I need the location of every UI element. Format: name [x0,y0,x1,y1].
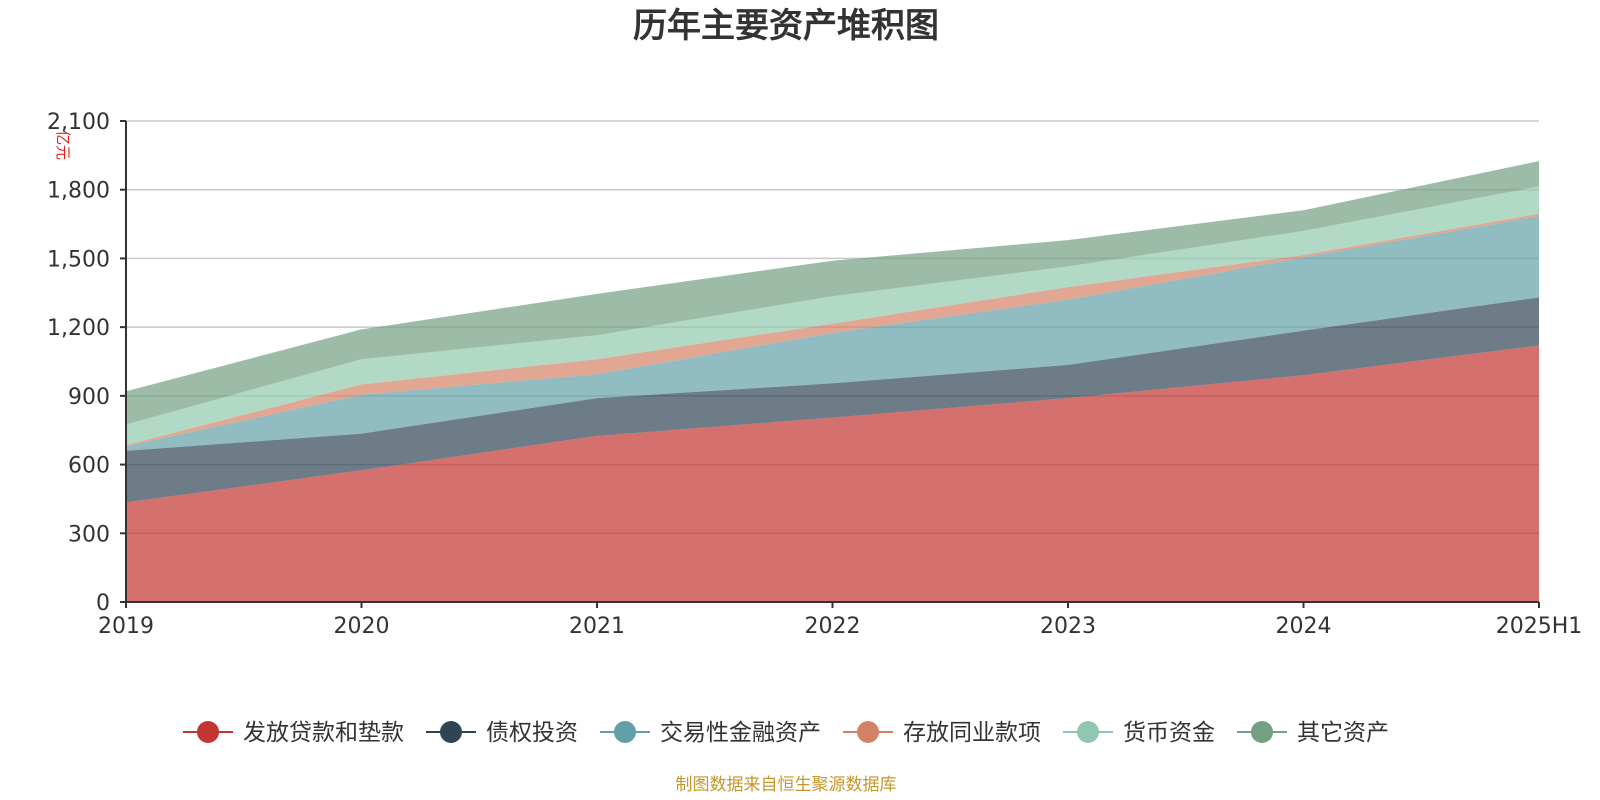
y-tick-label-1: 300 [68,522,110,547]
legend-item-5: 其它资产 [1237,720,1389,746]
area-series-2 [126,216,1539,451]
area-series-group [126,161,1539,602]
legend-item-2: 交易性金融资产 [600,720,821,746]
y-tick-label-2: 600 [68,454,110,479]
legend-marker-dot-5 [1251,721,1273,743]
area-series-5 [126,161,1539,425]
legend-item-4: 货币资金 [1063,720,1215,746]
y-axis-unit-label: 亿元 [54,130,72,160]
legend-marker-dot-0 [197,721,219,743]
source-note: 制图数据来自恒生聚源数据库 [676,775,897,795]
y-tick-label-0: 0 [96,591,110,616]
area-series-3 [126,213,1539,447]
y-tick-label-3: 900 [68,385,110,410]
area-series-4 [126,186,1539,446]
legend-item-0: 发放贷款和垫款 [183,720,404,746]
axes: 0 300 600 900 1,200 1,500 1,800 2,100 2019 2020 20… [47,110,1582,639]
legend-label-4: 货币资金 [1123,720,1215,746]
legend-label-5: 其它资产 [1297,720,1389,746]
legend-label-0: 发放贷款和垫款 [243,720,404,746]
chart-title: 历年主要资产堆积图 [633,6,939,46]
x-tick-label-1: 2020 [334,614,390,639]
legend: 发放贷款和垫款 债权投资 交易性金融资产 存放同业款项 货币资金 其它资产 [183,720,1389,746]
x-tick-label-3: 2022 [805,614,861,639]
legend-item-3: 存放同业款项 [843,720,1041,746]
y-tick-label-4: 1,200 [47,316,110,341]
y-tick-label-7: 2,100 [47,110,110,135]
legend-label-1: 债权投资 [486,720,578,746]
area-series-0 [126,345,1539,602]
legend-label-2: 交易性金融资产 [660,720,821,746]
legend-marker-dot-4 [1077,721,1099,743]
x-tick-label-6: 2025H1 [1496,614,1583,639]
legend-marker-dot-3 [857,721,879,743]
y-tick-label-6: 1,800 [47,179,110,204]
legend-label-3: 存放同业款项 [903,720,1041,746]
legend-marker-dot-2 [614,721,636,743]
legend-marker-dot-1 [440,721,462,743]
x-tick-label-4: 2023 [1040,614,1096,639]
legend-item-1: 债权投资 [426,720,578,746]
x-tick-label-5: 2024 [1276,614,1332,639]
x-tick-label-0: 2019 [98,614,154,639]
x-tick-label-2: 2021 [569,614,625,639]
y-tick-label-5: 1,500 [47,247,110,272]
area-series-1 [126,297,1539,503]
